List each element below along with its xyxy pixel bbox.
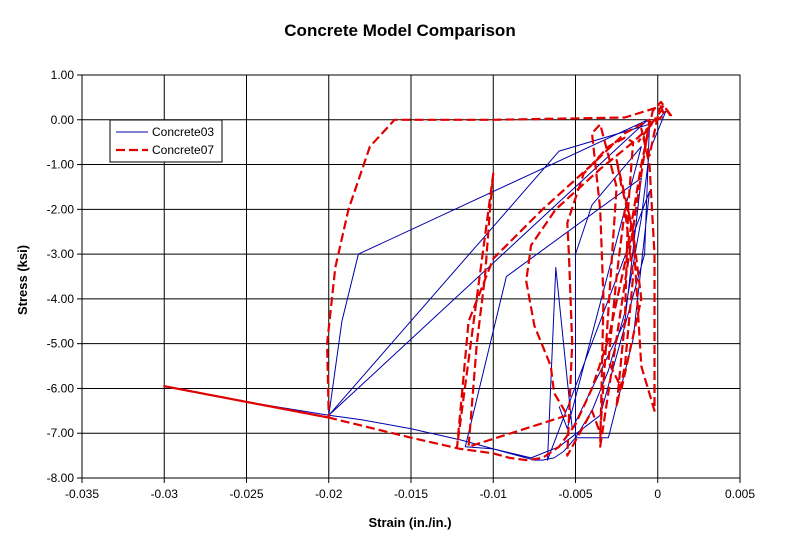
x-tick-label: -0.015 bbox=[394, 487, 428, 501]
legend-label: Concrete07 bbox=[152, 143, 214, 157]
y-tick-label: -3.00 bbox=[47, 247, 75, 261]
x-tick-label: 0.005 bbox=[725, 487, 755, 501]
y-axis-label: Stress (ksi) bbox=[15, 245, 30, 315]
y-tick-label: -6.00 bbox=[47, 381, 75, 395]
y-tick-label: 1.00 bbox=[51, 68, 75, 82]
x-tick-label: -0.02 bbox=[315, 487, 343, 501]
x-tick-label: 0 bbox=[654, 487, 661, 501]
series-layer bbox=[163, 100, 673, 462]
x-tick-label: -0.025 bbox=[229, 487, 263, 501]
y-tick-label: -8.00 bbox=[47, 471, 75, 485]
y-tick-label: -2.00 bbox=[47, 202, 75, 216]
x-tick-label: -0.01 bbox=[480, 487, 508, 501]
chart-title: Concrete Model Comparison bbox=[284, 21, 515, 40]
y-tick-label: -7.00 bbox=[47, 426, 75, 440]
y-tick-label: -4.00 bbox=[47, 292, 75, 306]
x-tick-label: -0.035 bbox=[65, 487, 99, 501]
y-tick-label: 0.00 bbox=[51, 113, 75, 127]
series-line-concrete07 bbox=[163, 100, 673, 462]
legend: Concrete03 Concrete07 bbox=[109, 119, 223, 163]
x-axis-label: Strain (in./in.) bbox=[368, 515, 451, 530]
axes: -0.035 -0.03 -0.025 -0.02 -0.015 -0.01 -0.005 0… bbox=[47, 68, 756, 501]
legend-label: Concrete03 bbox=[152, 125, 214, 139]
y-tick-label: -5.00 bbox=[47, 337, 75, 351]
x-tick-label: -0.03 bbox=[151, 487, 179, 501]
y-tick-label: -1.00 bbox=[47, 158, 75, 172]
legend-box bbox=[109, 119, 223, 163]
x-tick-label: -0.005 bbox=[558, 487, 592, 501]
